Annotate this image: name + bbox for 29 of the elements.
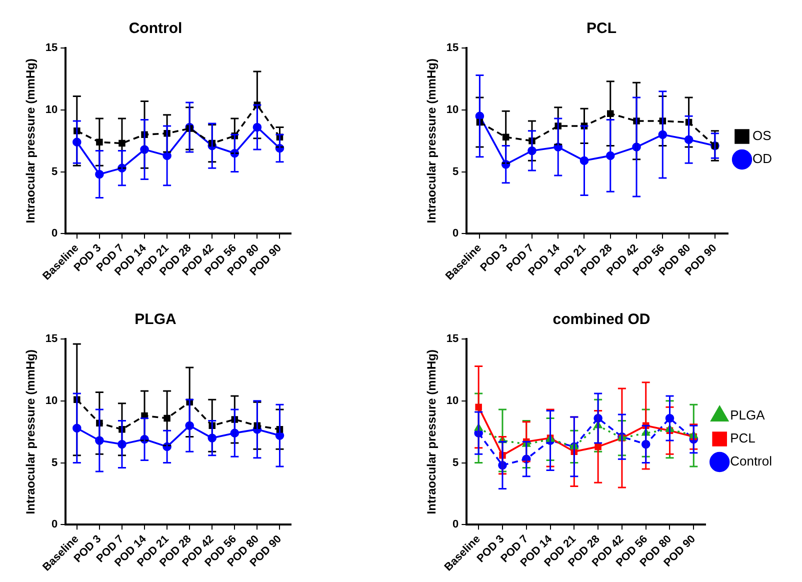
y-tick-label: 0 — [52, 518, 58, 531]
legend-label: OS — [752, 128, 772, 144]
y-tick-label: 5 — [452, 456, 459, 469]
y-axis-title: Intraocular pressure (mmHg) — [424, 58, 439, 224]
y-tick-label: 5 — [452, 166, 459, 178]
chart-title: Control — [128, 20, 182, 38]
y-tick-label: 10 — [45, 394, 58, 407]
chart-title: PCL — [586, 20, 616, 38]
y-tick-label: 10 — [45, 104, 58, 116]
y-tick-label: 5 — [52, 166, 58, 178]
y-tick-label: 5 — [52, 456, 58, 469]
legend-label: PCL — [730, 430, 756, 446]
chart-title: PLGA — [134, 311, 176, 328]
y-tick-label: 0 — [452, 228, 459, 240]
y-tick-label: 0 — [452, 518, 459, 531]
y-axis-title: Intraocular pressure (mmHg) — [424, 349, 439, 514]
legend-label: Control — [730, 454, 772, 469]
y-tick-label: 15 — [45, 333, 58, 346]
y-tick-label: 15 — [446, 333, 459, 346]
y-axis-title: Intraocular pressure (mmHg) — [24, 349, 38, 514]
y-tick-label: 10 — [446, 104, 459, 116]
y-axis-title: Intraocular pressure (mmHg) — [24, 58, 38, 224]
y-tick-label: 15 — [446, 42, 459, 54]
legend-label: OD — [752, 151, 772, 166]
chart-title: combined OD — [552, 311, 650, 328]
y-tick-label: 10 — [446, 394, 459, 407]
legend-label: PLGA — [730, 408, 766, 423]
y-tick-label: 15 — [45, 42, 58, 54]
y-tick-label: 0 — [52, 228, 58, 240]
